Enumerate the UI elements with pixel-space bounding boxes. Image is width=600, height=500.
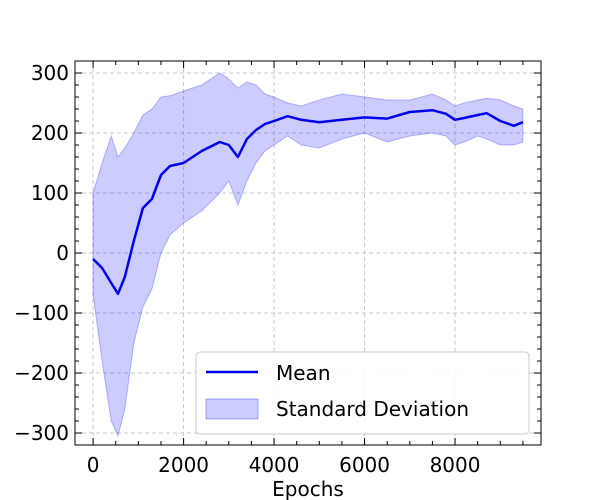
y-tick-label-1: −200 xyxy=(14,361,69,385)
legend-mean-label: Mean xyxy=(276,361,331,385)
x-tick-label-0: 0 xyxy=(87,453,100,477)
x-tick-label-1: 2000 xyxy=(158,453,209,477)
x-tick-label-4: 8000 xyxy=(430,453,481,477)
std-band xyxy=(92,72,524,438)
x-tick-label-3: 6000 xyxy=(339,453,390,477)
ticks: 0 2000 4000 6000 8000 −300 −200 −100 0 100 200 300 xyxy=(14,60,541,477)
mean-line xyxy=(92,108,524,296)
legend-box xyxy=(195,351,530,435)
y-tick-label-3: 0 xyxy=(56,241,69,265)
mean-line-layer xyxy=(92,108,524,296)
legend-std-swatch xyxy=(205,398,259,420)
legend: Mean Standard Deviation xyxy=(195,351,530,435)
x-axis-label: Epochs xyxy=(272,477,344,500)
y-tick-label-5: 200 xyxy=(31,121,69,145)
x-tick-label-2: 4000 xyxy=(249,453,300,477)
legend-std-label: Standard Deviation xyxy=(276,397,469,421)
y-tick-label-2: −100 xyxy=(14,301,69,325)
std-band-layer xyxy=(92,72,524,438)
y-tick-label-4: 100 xyxy=(31,181,69,205)
y-tick-label-0: −300 xyxy=(14,421,69,445)
y-tick-label-6: 300 xyxy=(31,61,69,85)
